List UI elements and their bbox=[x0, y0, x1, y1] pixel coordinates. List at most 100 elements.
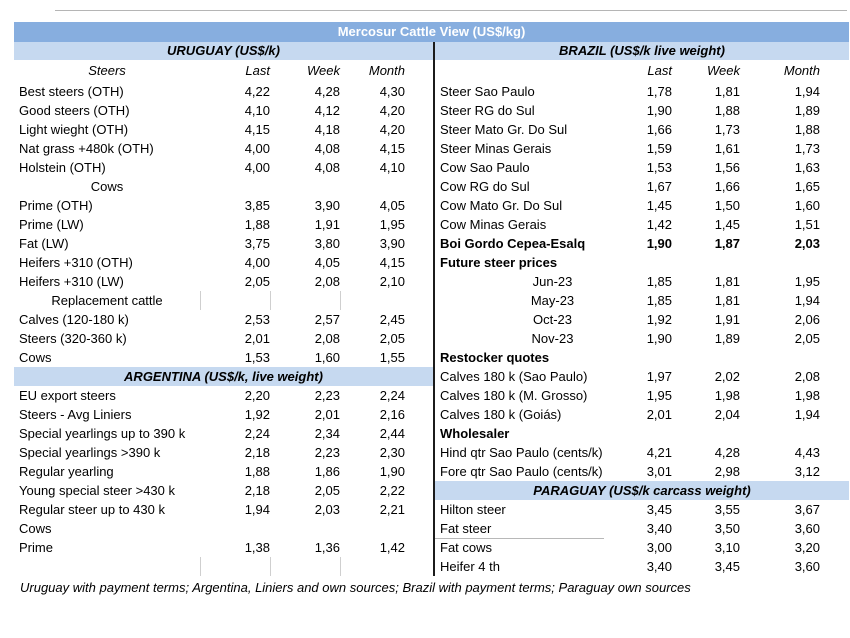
value-last: 2,01 bbox=[646, 407, 672, 422]
table-row: Wholesaler bbox=[435, 424, 849, 443]
table-row: Steer Mato Gr. Do Sul 1,66 1,73 1,88 bbox=[435, 120, 849, 139]
row-label: Boi Gordo Cepea-Esalq bbox=[440, 236, 586, 251]
value-month: 1,60 bbox=[794, 198, 820, 213]
row-label: Cows bbox=[90, 179, 124, 194]
column-header-month: Month bbox=[783, 63, 820, 78]
section-header: ARGENTINA (US$/k, live weight) bbox=[14, 367, 433, 386]
row-label: Future steer prices bbox=[440, 255, 558, 270]
row-label: Calves 180 k (M. Grosso) bbox=[440, 388, 588, 403]
value-week: 1,91 bbox=[314, 217, 340, 232]
row-label: Steers - Avg Liniers bbox=[19, 407, 132, 422]
value-last: 3,40 bbox=[646, 521, 672, 536]
table-row: Cow Minas Gerais 1,42 1,45 1,51 bbox=[435, 215, 849, 234]
row-label: Steer Sao Paulo bbox=[440, 84, 535, 99]
table-row: Hind qtr Sao Paulo (cents/k) 4,21 4,28 4,43 bbox=[435, 443, 849, 462]
value-week bbox=[270, 519, 340, 538]
table-row: Steer RG do Sul 1,90 1,88 1,89 bbox=[435, 101, 849, 120]
value-week: 1,81 bbox=[714, 84, 740, 99]
value-last: 3,40 bbox=[646, 559, 672, 574]
table-row: Fore qtr Sao Paulo (cents/k) 3,01 2,98 3,12 bbox=[435, 462, 849, 481]
value-last bbox=[604, 348, 672, 367]
value-last: 3,45 bbox=[646, 502, 672, 517]
value-month: 1,95 bbox=[794, 274, 820, 289]
table-row: Calves 180 k (Sao Paulo) 1,97 2,02 2,08 bbox=[435, 367, 849, 386]
value-last: 1,92 bbox=[646, 312, 672, 327]
value-week: 4,28 bbox=[314, 84, 340, 99]
value-month: 2,45 bbox=[379, 312, 405, 327]
row-label: Calves 180 k (Sao Paulo) bbox=[440, 369, 588, 384]
value-month: 2,08 bbox=[794, 369, 820, 384]
value-week: 1,88 bbox=[714, 103, 740, 118]
column-header-week: Week bbox=[707, 63, 740, 78]
value-last: 4,22 bbox=[244, 84, 270, 99]
row-label: Cow Mato Gr. Do Sul bbox=[440, 198, 563, 213]
value-last: 1,85 bbox=[646, 293, 672, 308]
value-week bbox=[270, 291, 340, 310]
row-label: May-23 bbox=[530, 293, 575, 308]
table-row: Regular yearling 1,88 1,86 1,90 bbox=[14, 462, 433, 481]
row-label: Light wieght (OTH) bbox=[19, 122, 129, 137]
table-row: Steers - Avg Liniers 1,92 2,01 2,16 bbox=[14, 405, 433, 424]
column-header-row: Last Week Month bbox=[435, 60, 849, 82]
source-note: Uruguay with payment terms; Argentina, L… bbox=[20, 580, 691, 595]
table-row: Cow RG do Sul 1,67 1,66 1,65 bbox=[435, 177, 849, 196]
value-week: 1,81 bbox=[714, 274, 740, 289]
value-week bbox=[672, 424, 740, 443]
value-week: 2,03 bbox=[314, 502, 340, 517]
value-last: 1,94 bbox=[244, 502, 270, 517]
value-week: 2,08 bbox=[314, 274, 340, 289]
table-row: Steers (320-360 k) 2,01 2,08 2,05 bbox=[14, 329, 433, 348]
value-month: 1,94 bbox=[794, 407, 820, 422]
table-row: May-23 1,85 1,81 1,94 bbox=[435, 291, 849, 310]
value-month bbox=[340, 557, 405, 576]
table-row: Regular steer up to 430 k 1,94 2,03 2,21 bbox=[14, 500, 433, 519]
row-label: Regular yearling bbox=[19, 464, 114, 479]
section-header-brazil: BRAZIL (US$/k live weight) bbox=[435, 42, 849, 60]
value-week: 3,50 bbox=[714, 521, 740, 536]
value-last: 4,10 bbox=[244, 103, 270, 118]
table-row: Calves 180 k (M. Grosso) 1,95 1,98 1,98 bbox=[435, 386, 849, 405]
value-week: 1,81 bbox=[714, 293, 740, 308]
value-month: 2,06 bbox=[794, 312, 820, 327]
value-month: 1,65 bbox=[794, 179, 820, 194]
value-week: 1,73 bbox=[714, 122, 740, 137]
column-header-row: Steers Last Week Month bbox=[14, 60, 433, 82]
value-month: 3,90 bbox=[379, 236, 405, 251]
value-last: 2,18 bbox=[244, 483, 270, 498]
value-last bbox=[604, 253, 672, 272]
value-month: 1,94 bbox=[794, 84, 820, 99]
value-week: 1,89 bbox=[714, 331, 740, 346]
table-row: Prime (LW) 1,88 1,91 1,95 bbox=[14, 215, 433, 234]
value-last: 4,00 bbox=[244, 141, 270, 156]
row-label: Steer RG do Sul bbox=[440, 103, 535, 118]
value-last: 1,59 bbox=[646, 141, 672, 156]
value-last: 1,78 bbox=[646, 84, 672, 99]
row-label: Restocker quotes bbox=[440, 350, 550, 365]
value-week: 2,23 bbox=[314, 445, 340, 460]
column-header-last: Last bbox=[245, 63, 270, 78]
value-week: 3,80 bbox=[314, 236, 340, 251]
value-month: 3,60 bbox=[794, 521, 820, 536]
value-last bbox=[200, 557, 270, 576]
row-label: Fore qtr Sao Paulo (cents/k) bbox=[440, 464, 603, 479]
value-month bbox=[740, 348, 820, 367]
value-week: 1,98 bbox=[714, 388, 740, 403]
row-label: Nov-23 bbox=[531, 331, 574, 346]
value-last: 1,88 bbox=[244, 217, 270, 232]
value-last: 1,97 bbox=[646, 369, 672, 384]
value-week bbox=[672, 348, 740, 367]
value-month: 2,05 bbox=[379, 331, 405, 346]
value-last bbox=[200, 177, 270, 196]
value-week: 2,02 bbox=[714, 369, 740, 384]
value-month: 4,10 bbox=[379, 160, 405, 175]
table-row: Fat (LW) 3,75 3,80 3,90 bbox=[14, 234, 433, 253]
row-label: Fat steer bbox=[435, 519, 604, 539]
row-label: Special yearlings up to 390 k bbox=[19, 426, 186, 441]
row-label: Steer Mato Gr. Do Sul bbox=[440, 122, 568, 137]
value-month: 3,67 bbox=[794, 502, 820, 517]
table-row: Special yearlings >390 k 2,18 2,23 2,30 bbox=[14, 443, 433, 462]
value-last: 4,21 bbox=[646, 445, 672, 460]
value-month: 1,42 bbox=[379, 540, 405, 555]
value-month: 3,60 bbox=[794, 559, 820, 574]
value-month: 4,20 bbox=[379, 122, 405, 137]
